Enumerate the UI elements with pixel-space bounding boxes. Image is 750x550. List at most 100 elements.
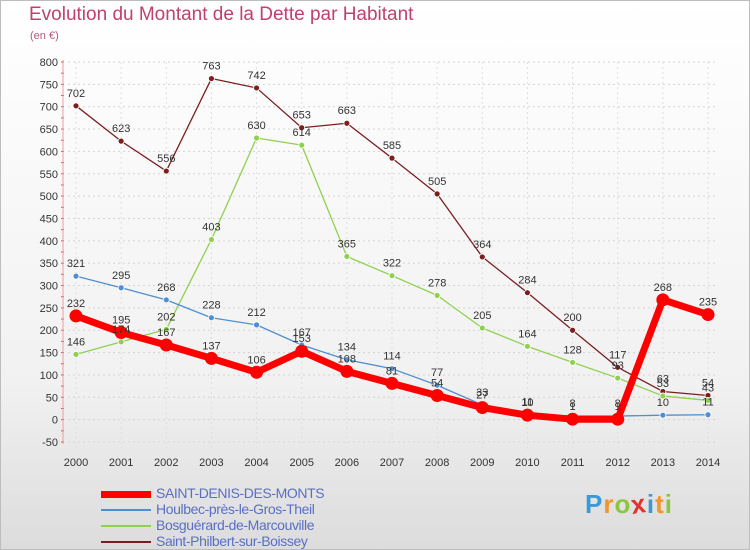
proxiti-logo: Proxiti xyxy=(585,488,673,520)
data-label: 623 xyxy=(112,123,130,135)
legend-swatch xyxy=(101,541,151,543)
data-label: 33 xyxy=(476,387,488,399)
y-tick-label: 750 xyxy=(40,79,58,91)
data-label: 663 xyxy=(338,105,356,117)
legend-swatch xyxy=(101,525,151,527)
data-point xyxy=(430,389,444,403)
x-tick-label: 2009 xyxy=(470,457,494,469)
data-label: 653 xyxy=(293,110,311,122)
y-tick-label: 450 xyxy=(40,213,58,225)
data-point xyxy=(117,137,125,145)
data-point xyxy=(433,381,441,389)
chart-title: Evolution du Montant de la Dette par Hab… xyxy=(29,4,414,25)
x-tick-label: 2008 xyxy=(425,457,449,469)
logo-letter: r xyxy=(603,489,615,519)
data-label: 556 xyxy=(157,153,175,165)
data-label: 63 xyxy=(657,373,669,385)
data-label: 614 xyxy=(293,127,311,139)
data-point xyxy=(162,296,170,304)
data-point xyxy=(114,325,128,339)
data-label: 77 xyxy=(431,367,443,379)
series-0 xyxy=(69,293,715,426)
x-tick-label: 2012 xyxy=(605,457,629,469)
data-label: 114 xyxy=(383,351,401,363)
x-tick-label: 2005 xyxy=(289,457,313,469)
data-point xyxy=(250,365,264,379)
data-point xyxy=(659,411,667,419)
data-label: 146 xyxy=(67,336,85,348)
data-label: 106 xyxy=(247,354,265,366)
data-label: 403 xyxy=(202,221,220,233)
data-label: 1 xyxy=(570,401,576,413)
legend-swatch xyxy=(101,491,151,498)
data-point xyxy=(385,376,399,390)
data-label: 232 xyxy=(67,298,85,310)
x-tick-label: 2004 xyxy=(244,457,268,469)
chart-unit-label: (en €) xyxy=(30,30,59,42)
y-tick-label: 800 xyxy=(40,57,58,69)
data-label: 268 xyxy=(654,282,672,294)
logo-letter: P xyxy=(585,489,604,519)
data-label: 364 xyxy=(473,239,491,251)
y-tick-label: 550 xyxy=(40,169,58,181)
x-tick-label: 2003 xyxy=(199,457,223,469)
data-label: 235 xyxy=(699,297,717,309)
data-point xyxy=(253,84,260,92)
data-label: 53 xyxy=(657,378,669,390)
data-label: 10 xyxy=(657,397,669,409)
data-point xyxy=(611,412,625,426)
data-label: 278 xyxy=(428,277,446,289)
data-point xyxy=(208,236,215,243)
data-point xyxy=(295,344,309,358)
data-point xyxy=(343,253,351,260)
data-label: 763 xyxy=(202,61,220,73)
data-point xyxy=(72,102,80,110)
data-point xyxy=(159,338,173,352)
data-point xyxy=(204,351,218,365)
logo-letter: o xyxy=(614,489,632,519)
data-label: 8 xyxy=(615,398,621,410)
series-2 xyxy=(72,134,712,404)
data-point xyxy=(117,338,125,346)
data-label: 1 xyxy=(615,401,621,413)
data-label: 268 xyxy=(157,282,175,294)
x-tick-label: 2000 xyxy=(64,457,88,469)
data-label: 295 xyxy=(112,270,130,282)
legend-label: SAINT-DENIS-DES-MONTS xyxy=(156,485,325,501)
data-point xyxy=(298,141,306,149)
data-label: 8 xyxy=(570,398,576,410)
data-point xyxy=(478,253,486,261)
data-point xyxy=(72,272,80,280)
data-point xyxy=(701,308,715,322)
data-label: 205 xyxy=(473,310,491,322)
data-label: 365 xyxy=(338,238,356,250)
legend-label: Houlbec-près-le-Gros-Theil xyxy=(156,501,315,517)
data-point xyxy=(298,124,306,132)
legend-swatch xyxy=(101,509,151,511)
x-tick-label: 2007 xyxy=(380,457,404,469)
data-label: 167 xyxy=(157,327,175,339)
data-label: 108 xyxy=(338,353,356,365)
y-tick-label: 50 xyxy=(46,392,58,404)
data-label: 81 xyxy=(386,365,398,377)
data-point xyxy=(343,119,351,127)
y-tick-label: 700 xyxy=(40,102,58,114)
data-label: 134 xyxy=(338,342,356,354)
data-point xyxy=(208,314,215,322)
data-point xyxy=(614,363,622,371)
data-label: 321 xyxy=(67,258,85,270)
x-tick-label: 2013 xyxy=(651,457,675,469)
data-label: 284 xyxy=(518,275,536,287)
data-label: 153 xyxy=(293,333,311,345)
data-point xyxy=(388,272,396,280)
y-tick-label: 500 xyxy=(40,191,58,203)
data-label: 54 xyxy=(431,378,443,390)
data-label: 702 xyxy=(67,88,85,100)
data-label: 505 xyxy=(428,176,446,188)
y-tick-label: 300 xyxy=(40,281,58,293)
data-point xyxy=(524,289,531,297)
data-point xyxy=(569,326,576,334)
data-label: 585 xyxy=(383,140,401,152)
data-label: 164 xyxy=(518,328,536,340)
